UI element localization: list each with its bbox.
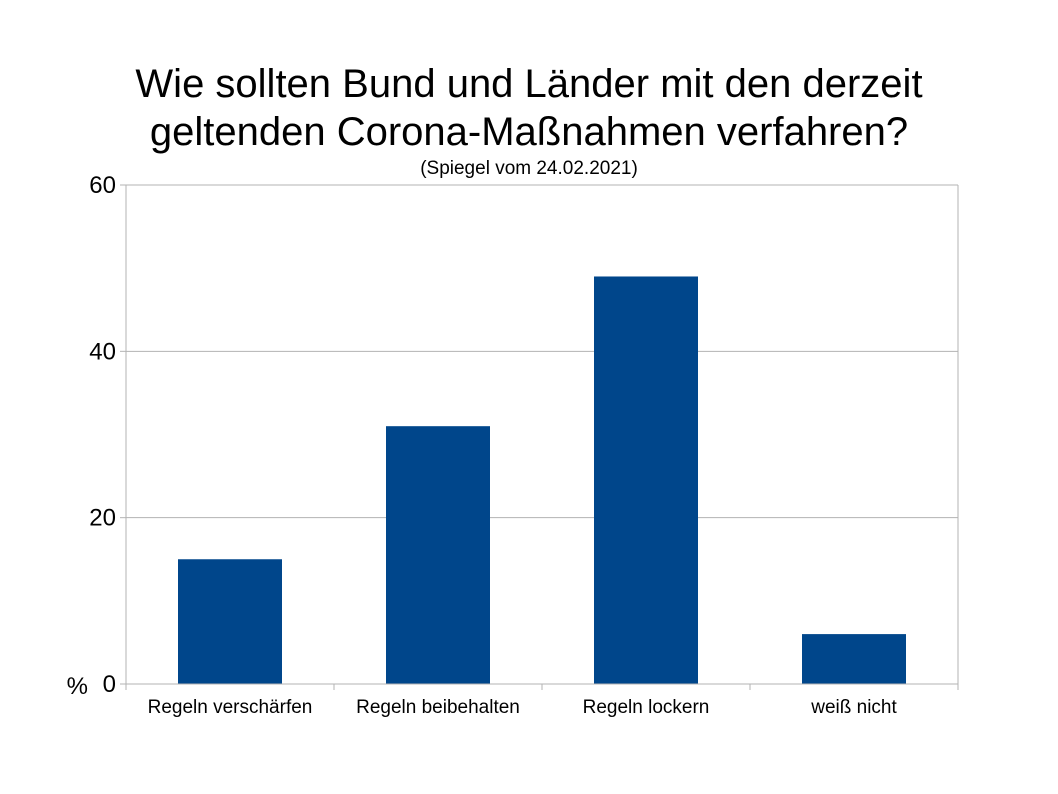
y-axis-unit-label: % bbox=[67, 673, 88, 700]
x-tick-labels: Regeln verschärfen Regeln beibehalten Rege… bbox=[148, 697, 898, 718]
y-tick-label: 40 bbox=[89, 338, 116, 365]
chart-title-line-2: geltenden Corona-Maßnahmen verfahren? bbox=[149, 110, 909, 154]
chart-title-line-1: Wie sollten Bund und Länder mit den derz… bbox=[135, 62, 923, 106]
x-tick-label: Regeln verschärfen bbox=[148, 697, 313, 718]
y-tick-label: 20 bbox=[89, 505, 116, 532]
bar bbox=[178, 559, 282, 684]
x-tick-label: Regeln beibehalten bbox=[356, 697, 520, 718]
bar bbox=[386, 426, 490, 684]
bar bbox=[802, 634, 906, 684]
y-tick-label: 0 bbox=[103, 671, 116, 698]
y-tick-label: 60 bbox=[89, 172, 116, 199]
bar bbox=[594, 276, 698, 684]
grid-lines bbox=[126, 184, 959, 684]
y-tick-labels: 0 20 40 60% bbox=[67, 172, 116, 700]
axes bbox=[120, 184, 959, 690]
x-tick-label: Regeln lockern bbox=[583, 697, 710, 718]
bars bbox=[178, 276, 906, 684]
x-tick-label: weiß nicht bbox=[810, 697, 897, 718]
chart-subtitle: (Spiegel vom 24.02.2021) bbox=[420, 158, 638, 179]
chart-title: Wie sollten Bund und Länder mit den derz… bbox=[0, 60, 1058, 156]
